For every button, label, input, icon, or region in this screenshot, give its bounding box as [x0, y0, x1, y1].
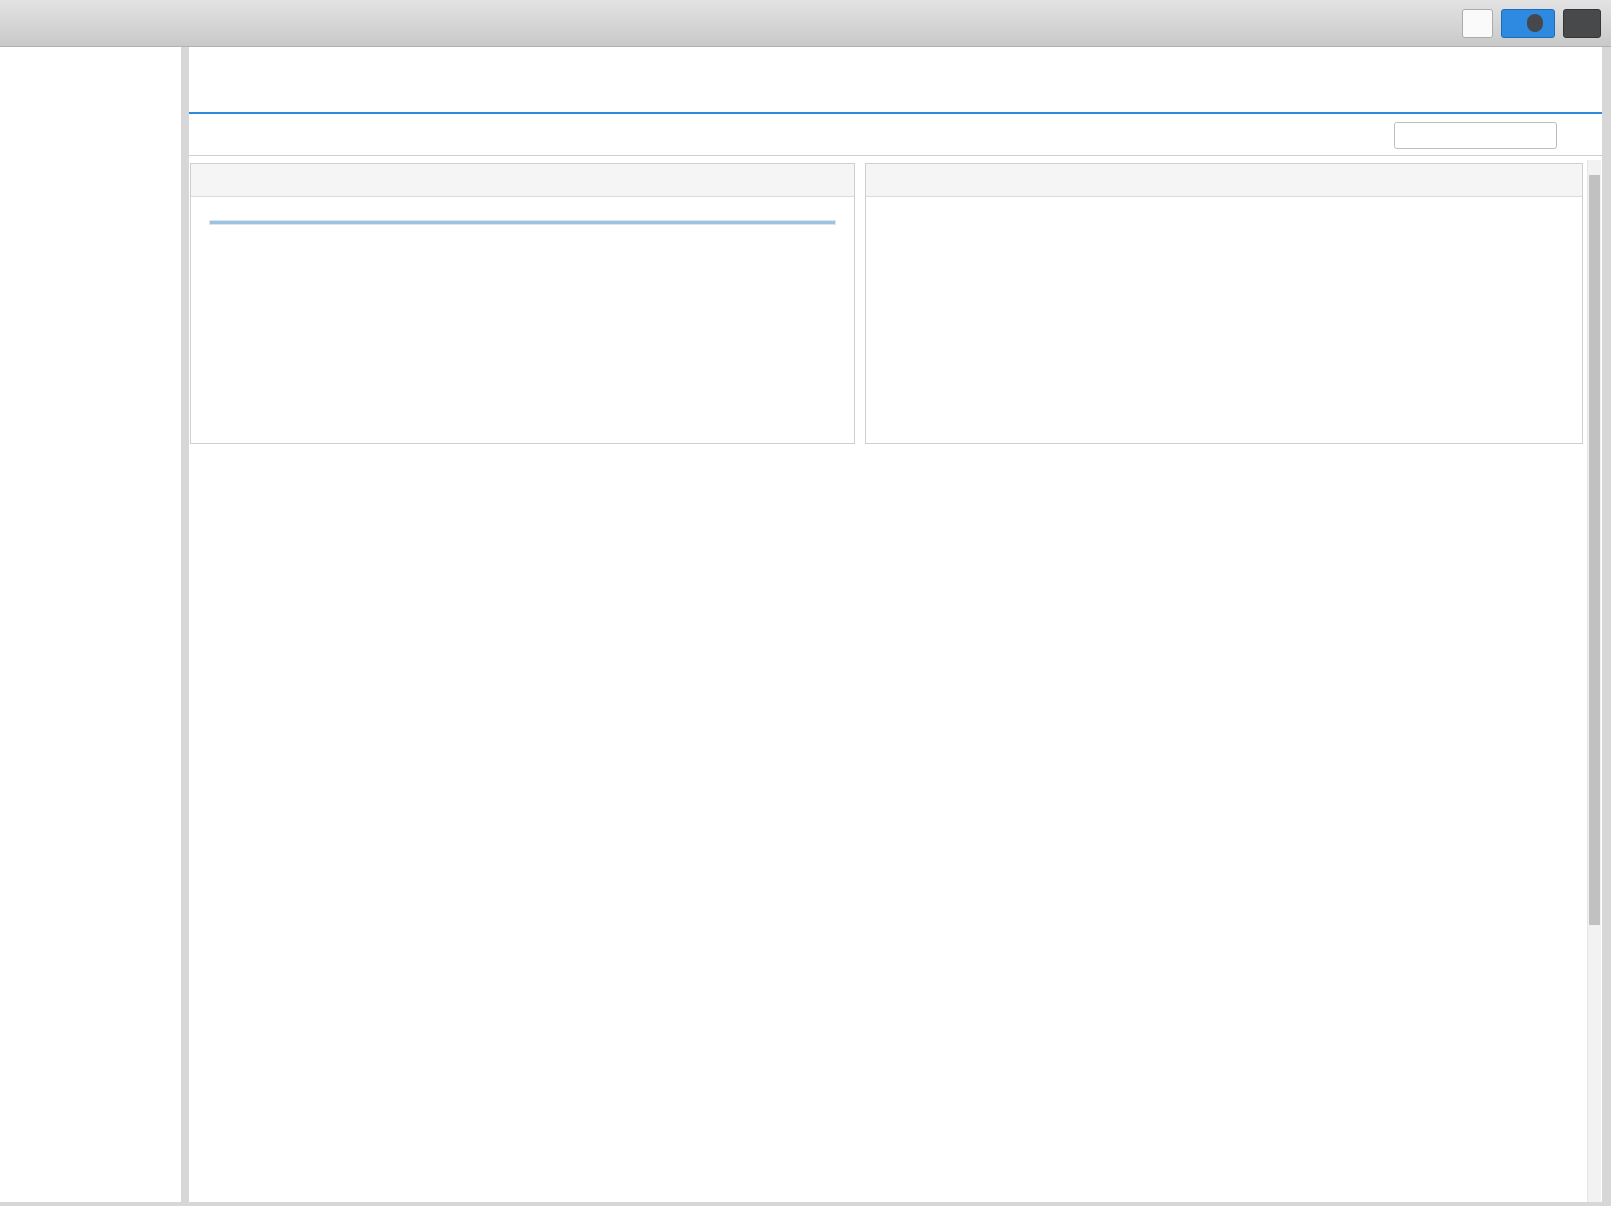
vm-row [209, 248, 836, 254]
datastore-usage-panel [190, 163, 855, 444]
summary-scroll-region [189, 157, 1602, 1202]
user-menu-button[interactable] [1563, 8, 1601, 38]
topbar-actions [1462, 8, 1601, 38]
time-range-combobox[interactable] [1394, 122, 1557, 149]
tab-bar [189, 82, 1602, 114]
usage-row [209, 209, 836, 215]
sidebar-nav [0, 47, 181, 1202]
usage-progressbar [209, 220, 836, 225]
removed-bytes-row [209, 271, 836, 277]
panel-body [191, 197, 854, 289]
scrollbar-thumb[interactable] [1589, 175, 1600, 926]
comment-body[interactable] [866, 197, 1582, 221]
tasks-button[interactable] [1501, 8, 1555, 38]
topbar [0, 0, 1611, 47]
panel-header [866, 164, 1582, 197]
chart-toolbar [189, 116, 1602, 156]
panel-header [191, 164, 854, 197]
vertical-scrollbar[interactable] [1587, 160, 1601, 1202]
comment-tools [1563, 164, 1572, 197]
documentation-button[interactable] [1462, 8, 1493, 38]
comment-panel [865, 163, 1583, 444]
usage-progress-fill [210, 221, 835, 224]
tasks-badge [1527, 14, 1543, 32]
scroll-up-icon[interactable] [1588, 160, 1601, 174]
main-content [189, 47, 1602, 1202]
